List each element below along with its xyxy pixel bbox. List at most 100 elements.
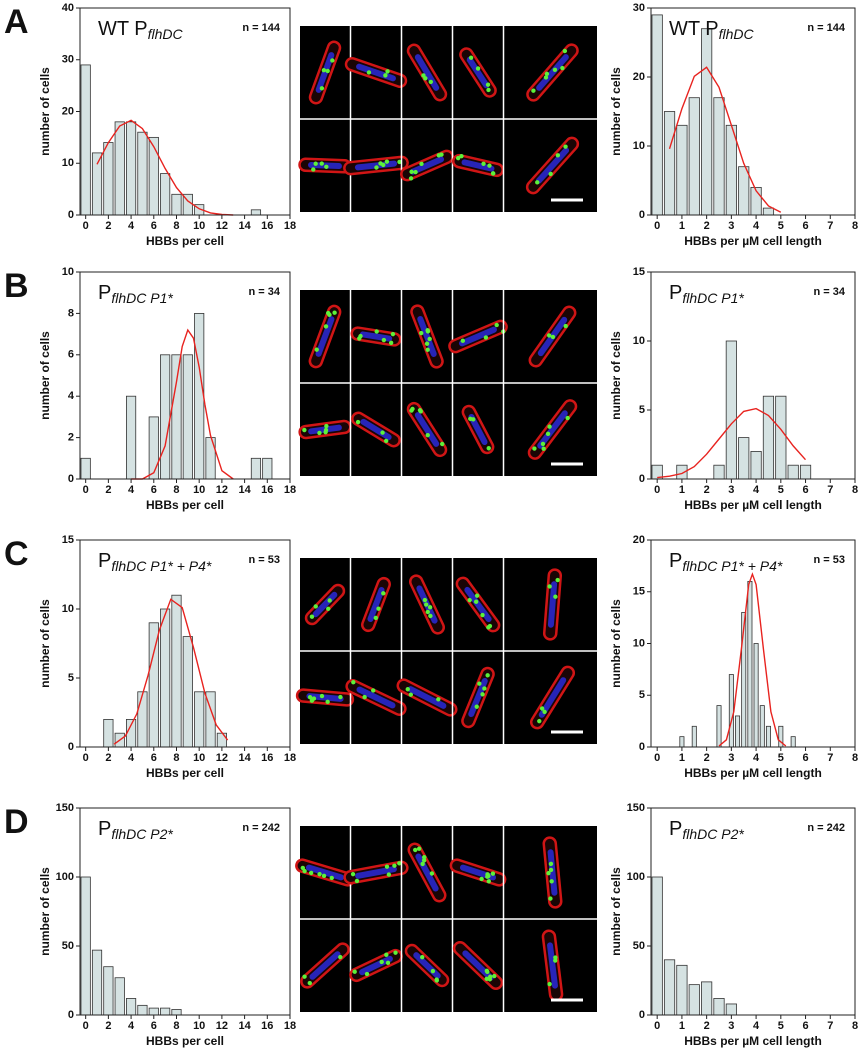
annotation-main: WT P xyxy=(669,18,719,40)
hbb-spot xyxy=(419,161,424,167)
hbb-spot xyxy=(531,88,536,93)
hbb-spot xyxy=(485,969,490,975)
y-axis-title: number of cells xyxy=(609,599,623,688)
x-tick-label: 2 xyxy=(105,1020,111,1032)
hbb-spot xyxy=(419,330,424,336)
x-tick-label: 0 xyxy=(83,484,89,496)
y-axis-title: number of cells xyxy=(38,331,52,420)
hbb-spot xyxy=(364,971,370,977)
x-tick-label: 14 xyxy=(238,484,251,496)
x-tick-label: 2 xyxy=(105,220,111,232)
x-tick-label: 5 xyxy=(778,220,784,232)
bar xyxy=(148,416,159,480)
hbb-spot xyxy=(547,584,552,589)
hbb-spot xyxy=(354,878,360,884)
hbb-spot xyxy=(323,324,329,329)
x-tick-label: 5 xyxy=(778,752,784,764)
annotation-sub: flhDC P2* xyxy=(682,826,744,842)
n-label: n = 144 xyxy=(807,22,845,34)
x-tick-label: 7 xyxy=(827,484,833,496)
hbb-spot xyxy=(486,446,491,451)
cell xyxy=(349,948,403,983)
y-tick-label: 4 xyxy=(68,390,75,402)
annotation: PflhDC P1* xyxy=(98,282,173,305)
y-tick-label: 30 xyxy=(62,54,74,66)
hbb-spot xyxy=(547,424,552,429)
y-tick-label: 0 xyxy=(68,209,74,221)
hbb-spot xyxy=(492,973,497,979)
hbb-spot xyxy=(405,687,410,692)
x-tick-label: 0 xyxy=(83,220,89,232)
cell-dna xyxy=(414,412,440,447)
hbb-spot xyxy=(302,427,307,433)
hbb-spot xyxy=(540,441,546,447)
cell xyxy=(298,157,352,174)
cell-dna xyxy=(547,942,558,989)
cell xyxy=(308,40,342,105)
x-tick-label: 8 xyxy=(852,1020,858,1032)
bar xyxy=(762,395,775,480)
annotation-main: P xyxy=(669,818,682,840)
hbb-spot xyxy=(420,861,425,867)
hbb-spot xyxy=(427,605,433,610)
hbb-spot xyxy=(413,169,418,175)
cell-dna xyxy=(407,686,447,709)
x-axis-title: HBBs per cell xyxy=(146,234,224,248)
x-tick-label: 16 xyxy=(261,484,273,496)
y-tick-label: 0 xyxy=(68,741,74,753)
x-tick-label: 7 xyxy=(827,220,833,232)
cell xyxy=(525,136,580,195)
n-label: n = 34 xyxy=(814,286,846,298)
hbb-spot xyxy=(471,417,476,422)
bar xyxy=(688,97,700,216)
y-axis-title: number of cells xyxy=(38,867,52,956)
hbb-spot xyxy=(490,171,496,176)
hbb-spot xyxy=(546,871,551,876)
cell xyxy=(350,326,402,347)
hbb-spot xyxy=(479,876,484,882)
plot-frame xyxy=(79,271,291,480)
cell xyxy=(461,666,495,729)
cell xyxy=(407,842,447,903)
bar xyxy=(137,691,148,748)
hbb-spot xyxy=(553,955,558,960)
bar xyxy=(194,691,205,748)
bar xyxy=(735,715,741,748)
x-tick-label: 18 xyxy=(284,752,296,764)
hbb-spot xyxy=(541,446,546,451)
annotation-sub: flhDC P1* + P4* xyxy=(682,558,783,574)
x-tick-label: 8 xyxy=(173,1020,179,1032)
bar xyxy=(663,959,676,1016)
x-tick-label: 6 xyxy=(151,1020,157,1032)
hbb-spot xyxy=(323,430,328,435)
cell-dna xyxy=(537,410,568,449)
hbb-spot xyxy=(409,169,414,174)
annotation-main: P xyxy=(98,282,111,304)
bar xyxy=(160,173,171,216)
hbb-spot xyxy=(417,407,423,413)
hbb-spot xyxy=(380,430,385,435)
bar xyxy=(765,725,771,748)
bar xyxy=(103,142,114,216)
bar xyxy=(160,608,171,748)
bar xyxy=(750,450,762,480)
hbb-spot xyxy=(325,68,330,74)
bar xyxy=(103,966,114,1016)
x-tick-label: 14 xyxy=(238,1020,251,1032)
hbb-spot xyxy=(413,847,418,853)
annotation-sub: flhDC P1* + P4* xyxy=(111,558,212,574)
hbb-spot xyxy=(362,694,367,700)
y-tick-label: 100 xyxy=(56,871,74,883)
hbb-spot xyxy=(553,594,558,599)
x-tick-label: 2 xyxy=(704,220,710,232)
cell-dna xyxy=(315,52,335,93)
hbb-spot xyxy=(487,623,493,629)
bar xyxy=(262,457,273,480)
hbb-spot xyxy=(376,606,381,611)
y-tick-label: 0 xyxy=(639,741,645,753)
hbb-spot xyxy=(477,681,482,686)
n-label: n = 34 xyxy=(249,286,281,298)
annotation: PflhDC P2* xyxy=(669,818,744,841)
x-tick-label: 14 xyxy=(238,220,251,232)
